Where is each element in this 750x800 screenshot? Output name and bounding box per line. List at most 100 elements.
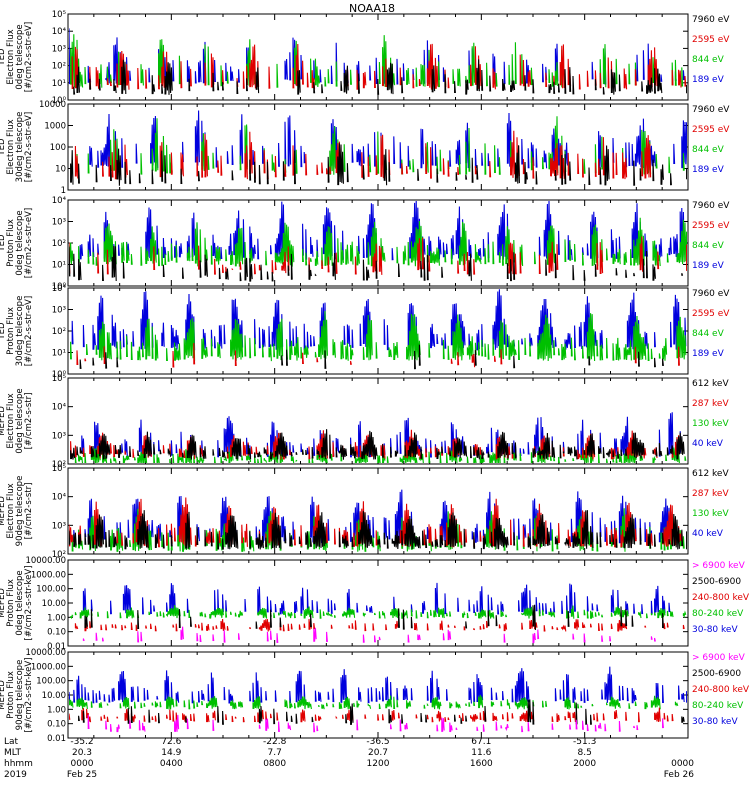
y-tick-label: 10² (52, 460, 66, 470)
panel-frame (67, 287, 689, 375)
series-line (69, 245, 684, 282)
series-label: > 6900 keV (692, 561, 746, 571)
y-tick-label: 10² (52, 327, 66, 337)
series-label: 2595 eV (692, 125, 730, 135)
series-line (78, 699, 685, 725)
y-tick-label: 10000 (39, 100, 66, 110)
y-axis-label-line: [#/cm2-s-str-eV] (24, 112, 34, 182)
y-axis-label-line: 90deg telescope (15, 660, 25, 731)
series-label: 7960 eV (692, 201, 730, 211)
y-tick-label: 10³ (52, 306, 66, 316)
series-line (74, 618, 685, 632)
y-tick-label: 10³ (52, 431, 66, 441)
panel-data (70, 582, 687, 644)
footer-cell: 8.5 (578, 748, 592, 758)
footer-cell: 2000 (573, 759, 596, 769)
y-axis-label-line: [#/cm2-s-str-eV] (24, 296, 34, 366)
footer-cell: Feb 26 (664, 770, 695, 780)
y-tick-label: 10⁴ (52, 493, 67, 503)
y-tick-label: 0.01 (47, 734, 66, 744)
series-label: 30-80 keV (692, 625, 738, 635)
y-tick-label: 10² (52, 239, 66, 249)
y-tick-label: 10² (52, 62, 66, 72)
y-axis-label: TEDElectron Flux30deg telescope[#/cm2-s-… (0, 112, 34, 183)
series-label: 189 eV (692, 75, 725, 85)
y-tick-label: 10.00 (42, 599, 66, 609)
footer-cell: 0400 (160, 759, 183, 769)
footer-cell: -22.8 (263, 737, 287, 747)
y-axis-label-line: TED (0, 138, 7, 157)
panel-data (69, 489, 687, 552)
series-label: 287 keV (692, 489, 729, 499)
panel-5: 10² 10³ 10⁴ 10⁵ MEPEDElectron Flux0deg teles… (0, 374, 729, 470)
y-tick-label: 10 (55, 165, 66, 175)
series-label: 844 eV (692, 145, 725, 155)
y-axis-label-line: [#/cm2-s-str-eV] (24, 22, 34, 92)
series-label: 80-240 keV (692, 609, 744, 619)
series-label: 80-240 keV (692, 701, 744, 711)
y-axis-label-line: Proton Flux (6, 671, 16, 719)
y-tick-label: 10000.00 (25, 648, 66, 658)
y-axis-label: TEDProton Flux0deg telescope[#/cm2-s-str… (0, 208, 34, 278)
y-tick-label: 0.10 (47, 628, 66, 638)
series-label: 40 keV (692, 529, 724, 539)
series-label: 844 eV (692, 55, 725, 65)
y-tick-label: 1 (61, 186, 66, 196)
panel-data (70, 289, 687, 370)
series-label: 40 keV (692, 439, 724, 449)
series-line (87, 714, 664, 733)
series-line (79, 344, 664, 370)
footer-row-label: Lat (4, 737, 19, 747)
y-tick-label: 10⁴ (52, 196, 67, 206)
series-line (70, 429, 685, 460)
panel-4: 10⁰ 10¹ 10² 10³ 10⁴ TEDProton Flux30deg teles… (0, 284, 730, 380)
series-label: 2500-6900 (692, 669, 741, 679)
footer-cell: 20.3 (72, 748, 92, 758)
series-label: 844 eV (692, 241, 725, 251)
y-axis-label-line: 90deg telescope (15, 476, 25, 547)
y-tick-label: 10³ (52, 521, 66, 531)
series-line (71, 43, 687, 90)
panel-2: 1 10 100 1000 10000 TEDElectron Flux30deg tel… (0, 100, 730, 196)
series-line (76, 116, 685, 175)
y-tick-label: 0.01 (47, 642, 66, 652)
series-label: > 6900 keV (692, 653, 746, 663)
y-tick-label: 100 (50, 143, 66, 153)
panel-data (69, 201, 687, 282)
y-axis-label-line: Electron Flux (6, 29, 16, 84)
y-tick-label: 100.00 (36, 585, 66, 595)
series-label: 612 keV (692, 379, 729, 389)
y-axis-label: MEPEDProton Flux0deg telescope[#/cm2-s-s… (0, 566, 34, 641)
y-tick-label: 1000 (44, 122, 66, 132)
y-axis-label-line: TED (0, 48, 7, 67)
series-line (69, 236, 687, 275)
series-label: 7960 eV (692, 15, 730, 25)
series-label: 2595 eV (692, 35, 730, 45)
y-axis-label: TEDElectron Flux0deg telescope[#/cm2-s-s… (0, 22, 34, 92)
y-axis-label-line: Electron Flux (6, 119, 16, 174)
series-line (76, 342, 680, 368)
y-tick-label: 10⁴ (52, 403, 67, 413)
series-line (70, 311, 687, 362)
series-line (69, 694, 679, 710)
series-label: 189 eV (692, 261, 725, 271)
series-line (70, 143, 687, 186)
series-label: 7960 eV (692, 105, 730, 115)
footer-row-label: hhmm (4, 759, 33, 769)
y-axis-label-line: MEPED (0, 680, 7, 710)
y-tick-label: 10000.00 (25, 556, 66, 566)
footer-row-label: MLT (4, 748, 22, 758)
y-tick-label: 10¹ (52, 349, 66, 359)
footer-cell: -51.3 (573, 737, 596, 747)
y-axis-label: MEPEDElectron Flux0deg telescope[#/cm2-s… (0, 388, 34, 453)
y-axis-label-line: Proton Flux (6, 219, 16, 267)
series-line (84, 604, 664, 631)
y-axis-label-line: [#/cm2-s-str-eV] (24, 208, 34, 278)
series-label: 30-80 keV (692, 717, 738, 727)
series-label: 612 keV (692, 469, 729, 479)
y-axis-label-line: Proton Flux (6, 579, 16, 627)
y-axis-label-line: 30deg telescope (15, 112, 25, 183)
y-tick-label: 1.00 (47, 613, 66, 623)
series-line (82, 626, 656, 644)
